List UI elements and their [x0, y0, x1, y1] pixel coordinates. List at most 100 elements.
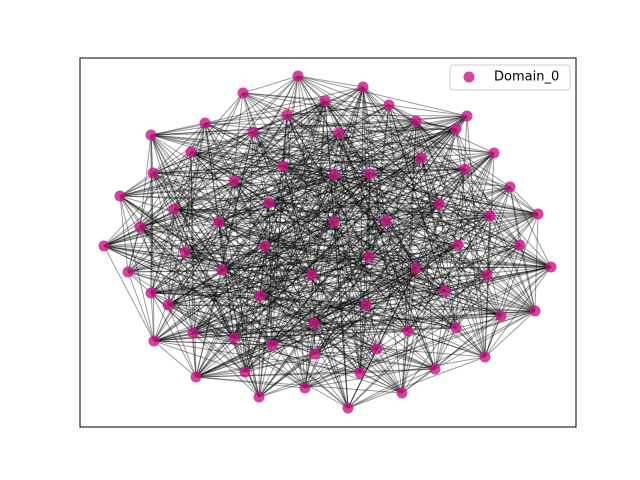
edge [233, 337, 273, 346]
edge [268, 202, 457, 329]
edge [434, 327, 457, 370]
edge [347, 168, 466, 409]
edge [304, 348, 378, 389]
node [450, 123, 462, 135]
edge [190, 151, 466, 170]
edge [297, 75, 417, 269]
edge [258, 295, 261, 398]
edge [313, 152, 495, 324]
edge [286, 114, 440, 205]
edge [195, 213, 539, 378]
edge [167, 186, 511, 306]
edge [268, 157, 422, 204]
edge [324, 100, 491, 217]
edge [388, 104, 422, 159]
edge [314, 274, 488, 355]
edge [486, 215, 491, 276]
edge [190, 151, 197, 378]
edge [218, 221, 306, 389]
edge [152, 100, 326, 174]
edge [259, 173, 371, 297]
node [380, 215, 392, 227]
edge [242, 92, 552, 268]
edge [221, 215, 491, 271]
edge [152, 172, 539, 215]
edge [455, 274, 488, 329]
edge [242, 92, 306, 389]
edge [338, 132, 361, 374]
edge [150, 267, 417, 294]
edge [204, 86, 364, 124]
edge [192, 332, 361, 374]
node [187, 327, 199, 339]
edge [150, 134, 186, 253]
legend: Domain_0 [449, 64, 571, 91]
edge [297, 75, 335, 223]
edge [444, 215, 491, 292]
edge [221, 157, 422, 271]
edge [150, 134, 491, 217]
edge [192, 132, 340, 334]
edge [420, 157, 486, 358]
edge [415, 120, 440, 205]
edge [195, 322, 315, 378]
edge [313, 100, 326, 324]
edge [368, 168, 466, 258]
edge [304, 315, 502, 389]
edge [184, 132, 340, 253]
edge [457, 152, 495, 246]
edge [150, 100, 326, 294]
edge [150, 213, 539, 294]
edge [103, 245, 313, 276]
edge [313, 203, 440, 324]
node [190, 371, 202, 383]
edge [190, 151, 378, 350]
edge [268, 168, 466, 204]
edge [455, 186, 511, 329]
edge [385, 220, 409, 332]
edge [420, 115, 468, 159]
edge [271, 114, 288, 346]
edge [218, 221, 266, 247]
edge [233, 132, 340, 339]
node [134, 221, 146, 233]
edge [407, 152, 495, 332]
edge [139, 174, 335, 228]
edge [252, 86, 364, 133]
edge [190, 151, 361, 374]
edge [264, 245, 436, 370]
edge [139, 226, 316, 355]
edge [304, 310, 536, 389]
edge [314, 290, 446, 355]
edge [362, 86, 440, 205]
edge [268, 202, 273, 346]
edge [368, 173, 371, 258]
edge [324, 100, 466, 170]
edge [313, 215, 491, 324]
edge [314, 353, 436, 370]
edge [324, 100, 457, 130]
edge [204, 122, 316, 355]
edge [192, 128, 457, 334]
edge [233, 213, 539, 339]
edge [103, 244, 459, 247]
edge [173, 208, 459, 246]
edge [359, 266, 552, 374]
edge [190, 151, 446, 292]
node [433, 198, 445, 210]
edge [455, 128, 536, 312]
edge [190, 151, 387, 222]
edge [313, 322, 457, 329]
edge [304, 356, 486, 389]
edge [311, 274, 316, 355]
edge [150, 132, 340, 294]
edge [347, 213, 539, 409]
edge [233, 100, 326, 339]
edge [127, 271, 457, 329]
edge [258, 173, 371, 398]
edge [333, 115, 468, 223]
edge [127, 271, 155, 342]
edge [362, 86, 403, 394]
edge [152, 172, 194, 334]
edge [150, 134, 422, 159]
